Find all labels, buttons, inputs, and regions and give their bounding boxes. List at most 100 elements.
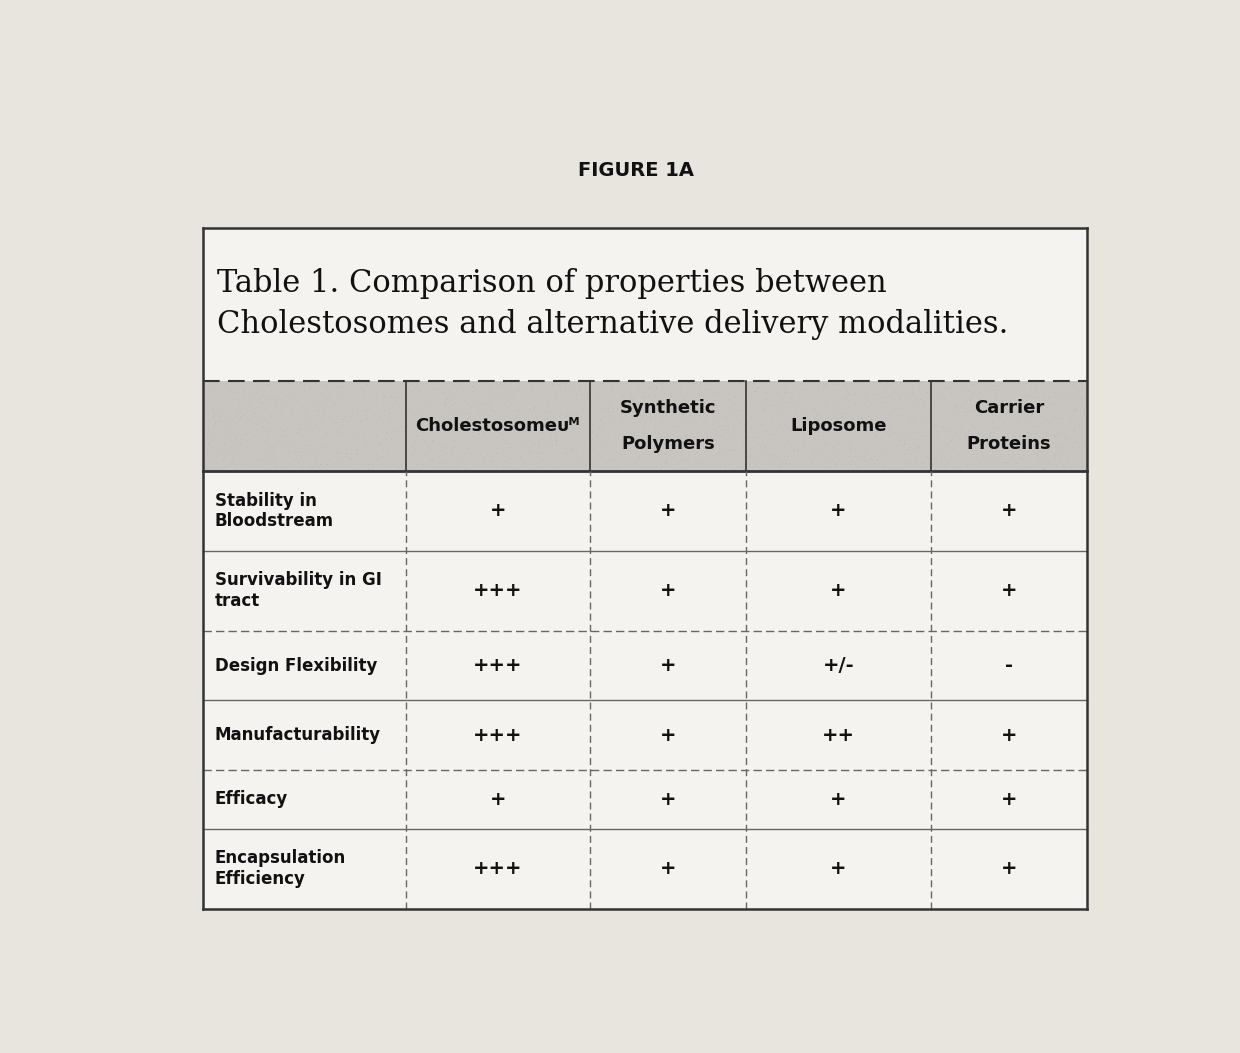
Point [455,445,475,462]
Point [397,455,417,472]
Point [445,438,465,455]
Point [640,444,660,461]
Point [376,456,396,473]
Point [430,438,450,455]
Point [915,395,935,412]
Point [461,444,481,461]
Point [694,443,714,460]
Point [339,449,358,465]
Point [745,382,765,399]
Point [263,408,283,424]
Point [283,401,303,418]
Point [665,379,684,396]
Point [815,396,835,413]
Point [739,428,759,444]
Point [498,377,518,394]
Point [883,428,903,444]
Point [678,413,698,430]
Point [753,401,773,418]
Point [474,452,494,469]
Point [889,443,909,460]
Point [537,391,557,408]
Point [446,454,466,471]
Point [503,421,523,438]
Point [233,444,253,461]
Point [610,445,630,462]
Point [255,377,275,394]
Point [589,384,609,401]
Point [244,386,264,403]
Point [350,420,370,437]
Point [738,398,758,415]
Point [924,433,944,450]
Point [1027,396,1047,413]
Point [957,423,977,440]
Point [513,398,533,415]
Point [283,413,303,430]
Point [443,389,463,405]
Point [270,428,290,444]
Point [895,435,915,452]
Point [957,457,977,474]
Point [784,419,804,436]
Point [436,437,456,454]
Point [709,443,729,460]
Point [954,406,973,423]
Point [883,439,903,456]
Point [844,441,864,458]
Point [284,451,304,468]
Point [324,445,343,462]
Point [534,405,554,422]
Point [291,374,311,391]
Point [980,376,999,393]
Point [284,432,304,449]
Point [802,380,822,397]
Point [774,405,794,422]
Point [341,445,361,462]
Point [780,373,800,390]
Point [1050,444,1070,461]
Point [719,429,739,445]
Point [376,430,396,446]
Point [875,457,895,474]
Point [554,377,574,394]
Point [906,391,926,408]
Point [841,438,861,455]
Point [363,444,383,461]
Point [455,433,475,450]
Point [445,422,465,439]
Text: Carrier: Carrier [973,399,1044,417]
Point [436,458,456,475]
Point [1008,412,1028,429]
Point [556,376,575,393]
Point [704,404,724,421]
Point [697,434,717,451]
Point [970,384,990,401]
Point [368,450,388,466]
Point [874,419,894,436]
Point [382,451,402,468]
Point [267,411,286,428]
Point [239,401,259,418]
Point [208,440,228,457]
Point [203,405,223,422]
Point [569,377,589,394]
Point [733,437,753,454]
Point [818,436,838,453]
Point [750,438,770,455]
Point [677,373,697,390]
Point [729,414,749,431]
Point [629,450,649,466]
Point [739,446,759,463]
Point [575,456,595,473]
Point [215,425,234,442]
Point [553,439,573,456]
Point [1066,434,1086,451]
Point [330,454,350,471]
Point [1050,383,1070,400]
Point [861,396,880,413]
Point [681,401,701,418]
Point [348,375,368,392]
Point [433,454,453,471]
Point [766,423,786,440]
